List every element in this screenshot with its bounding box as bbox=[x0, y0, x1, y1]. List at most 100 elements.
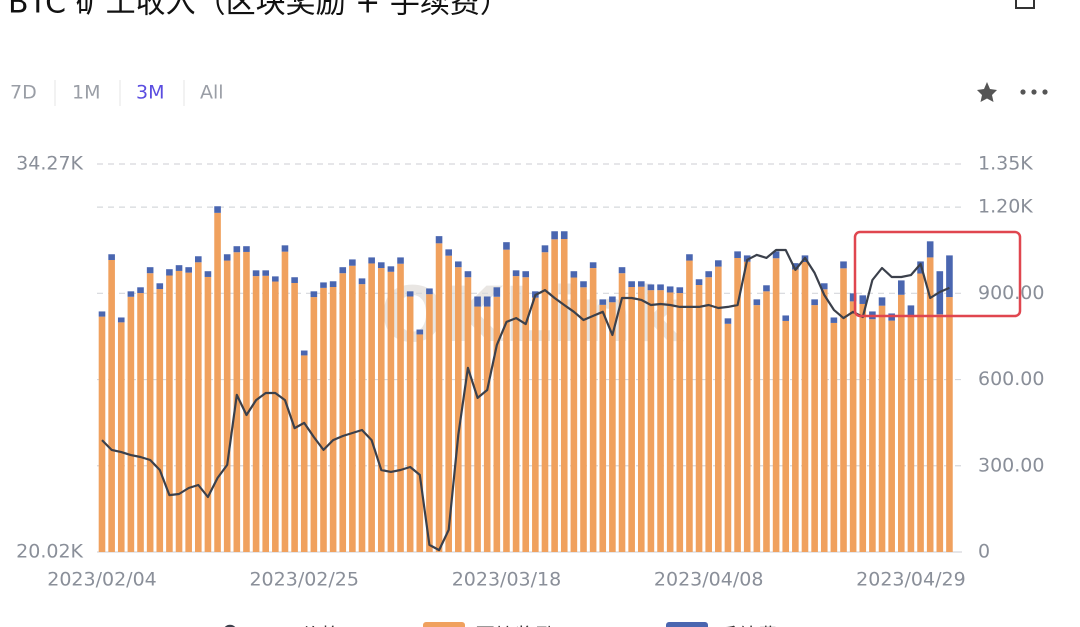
bar-segment bbox=[609, 296, 616, 303]
bar-segment bbox=[406, 296, 414, 552]
bar-segment bbox=[474, 306, 481, 552]
bar-segment bbox=[830, 317, 838, 323]
y2-tick-label: 600.00 bbox=[978, 368, 1044, 390]
range-button[interactable]: 3M bbox=[136, 82, 164, 104]
bar-segment bbox=[349, 265, 356, 552]
bar-segment bbox=[272, 276, 279, 282]
bar-segment bbox=[580, 281, 587, 288]
bar-segment bbox=[946, 255, 953, 298]
bar-segment bbox=[869, 319, 876, 552]
bar-segment bbox=[840, 268, 847, 552]
bar-segment bbox=[878, 297, 886, 306]
bar-segment bbox=[166, 275, 173, 552]
legend-text: 区块奖励 (BTC) bbox=[475, 624, 616, 627]
range-button[interactable]: All bbox=[200, 82, 224, 104]
bar-segment bbox=[127, 296, 135, 552]
bar-segment bbox=[281, 245, 289, 252]
bar-segment bbox=[551, 239, 558, 553]
bar-segment bbox=[772, 258, 780, 552]
bar-segment bbox=[830, 322, 838, 552]
bar-segment bbox=[185, 272, 192, 552]
bar-segment bbox=[589, 268, 597, 552]
bar-segment bbox=[368, 263, 375, 552]
bar-segment bbox=[811, 305, 818, 552]
bar-segment bbox=[792, 269, 799, 552]
bar-segment bbox=[599, 299, 607, 305]
bar-segment bbox=[946, 297, 953, 552]
bar-segment bbox=[127, 291, 135, 297]
bar-segment bbox=[185, 267, 192, 273]
bar-segment bbox=[426, 294, 433, 552]
bar-segment bbox=[272, 281, 279, 552]
bar-segment bbox=[782, 320, 790, 552]
bar-segment bbox=[840, 261, 847, 269]
bar-segment bbox=[541, 245, 549, 253]
bar-segment bbox=[772, 251, 780, 259]
bar-segment bbox=[483, 296, 491, 307]
bar-segment bbox=[657, 290, 664, 552]
bar-segment bbox=[195, 256, 202, 263]
bar-segment bbox=[358, 278, 366, 285]
bar-segment bbox=[522, 271, 530, 278]
legend-text: BTC价格($) bbox=[262, 624, 369, 627]
y2-tick-label: 0 bbox=[978, 541, 990, 563]
bar-segment bbox=[377, 268, 385, 552]
bar-segment bbox=[512, 270, 520, 277]
bar-segment bbox=[233, 246, 241, 253]
bar-segment bbox=[705, 277, 712, 552]
bar-segment bbox=[406, 291, 414, 297]
bar-segment bbox=[175, 265, 183, 271]
bar-segment bbox=[676, 293, 684, 552]
bar-segment bbox=[820, 289, 828, 552]
legend-swatch bbox=[666, 622, 708, 627]
bar-segment bbox=[647, 290, 655, 552]
bar-segment bbox=[377, 262, 385, 269]
bar-segment bbox=[907, 305, 915, 317]
bar-segment bbox=[715, 266, 722, 552]
bar-segment bbox=[291, 282, 298, 552]
bar-segment bbox=[291, 277, 298, 283]
bar-segment bbox=[551, 231, 558, 240]
bar-segment bbox=[137, 287, 144, 294]
bar-segment bbox=[445, 249, 452, 256]
bar-segment bbox=[907, 316, 915, 552]
y2-tick-label: 1.35K bbox=[978, 153, 1033, 175]
bar-segment bbox=[743, 255, 751, 262]
bar-segment bbox=[397, 257, 404, 264]
bar-segment bbox=[387, 266, 395, 272]
bar-segment bbox=[175, 270, 183, 552]
bar-segment bbox=[666, 286, 674, 293]
bar-segment bbox=[493, 287, 501, 297]
bar-segment bbox=[618, 267, 626, 274]
bar-segment bbox=[464, 271, 472, 278]
favorite-icon[interactable] bbox=[977, 82, 997, 102]
range-button[interactable]: 7D bbox=[10, 82, 37, 104]
bar-segment bbox=[503, 249, 510, 552]
bar-segment bbox=[455, 267, 462, 552]
y-tick-label: 34.27K bbox=[16, 153, 83, 175]
bar-segment bbox=[859, 295, 867, 304]
bar-segment bbox=[715, 260, 722, 267]
x-tick-label: 2023/02/04 bbox=[47, 569, 157, 591]
bar-segment bbox=[609, 302, 616, 552]
share-icon[interactable] bbox=[1015, 0, 1035, 9]
x-tick-label: 2023/02/25 bbox=[249, 569, 359, 591]
bar-segment bbox=[300, 350, 308, 356]
bar-segment bbox=[512, 276, 520, 552]
bar-segment bbox=[897, 294, 905, 552]
bar-segment bbox=[223, 260, 231, 552]
more-icon[interactable] bbox=[1020, 89, 1048, 95]
bar-segment bbox=[166, 269, 173, 276]
bar-segment bbox=[435, 236, 443, 244]
bar-segment bbox=[753, 305, 761, 552]
bar-segment bbox=[455, 261, 462, 268]
bar-segment bbox=[532, 297, 539, 552]
range-button[interactable]: 1M bbox=[72, 82, 100, 104]
bar-segment bbox=[782, 315, 790, 321]
bar-segment bbox=[320, 282, 327, 288]
bar-segment bbox=[859, 303, 867, 552]
bar-segment bbox=[358, 284, 366, 552]
bar-segment bbox=[146, 273, 154, 552]
bar-segment bbox=[647, 284, 655, 291]
